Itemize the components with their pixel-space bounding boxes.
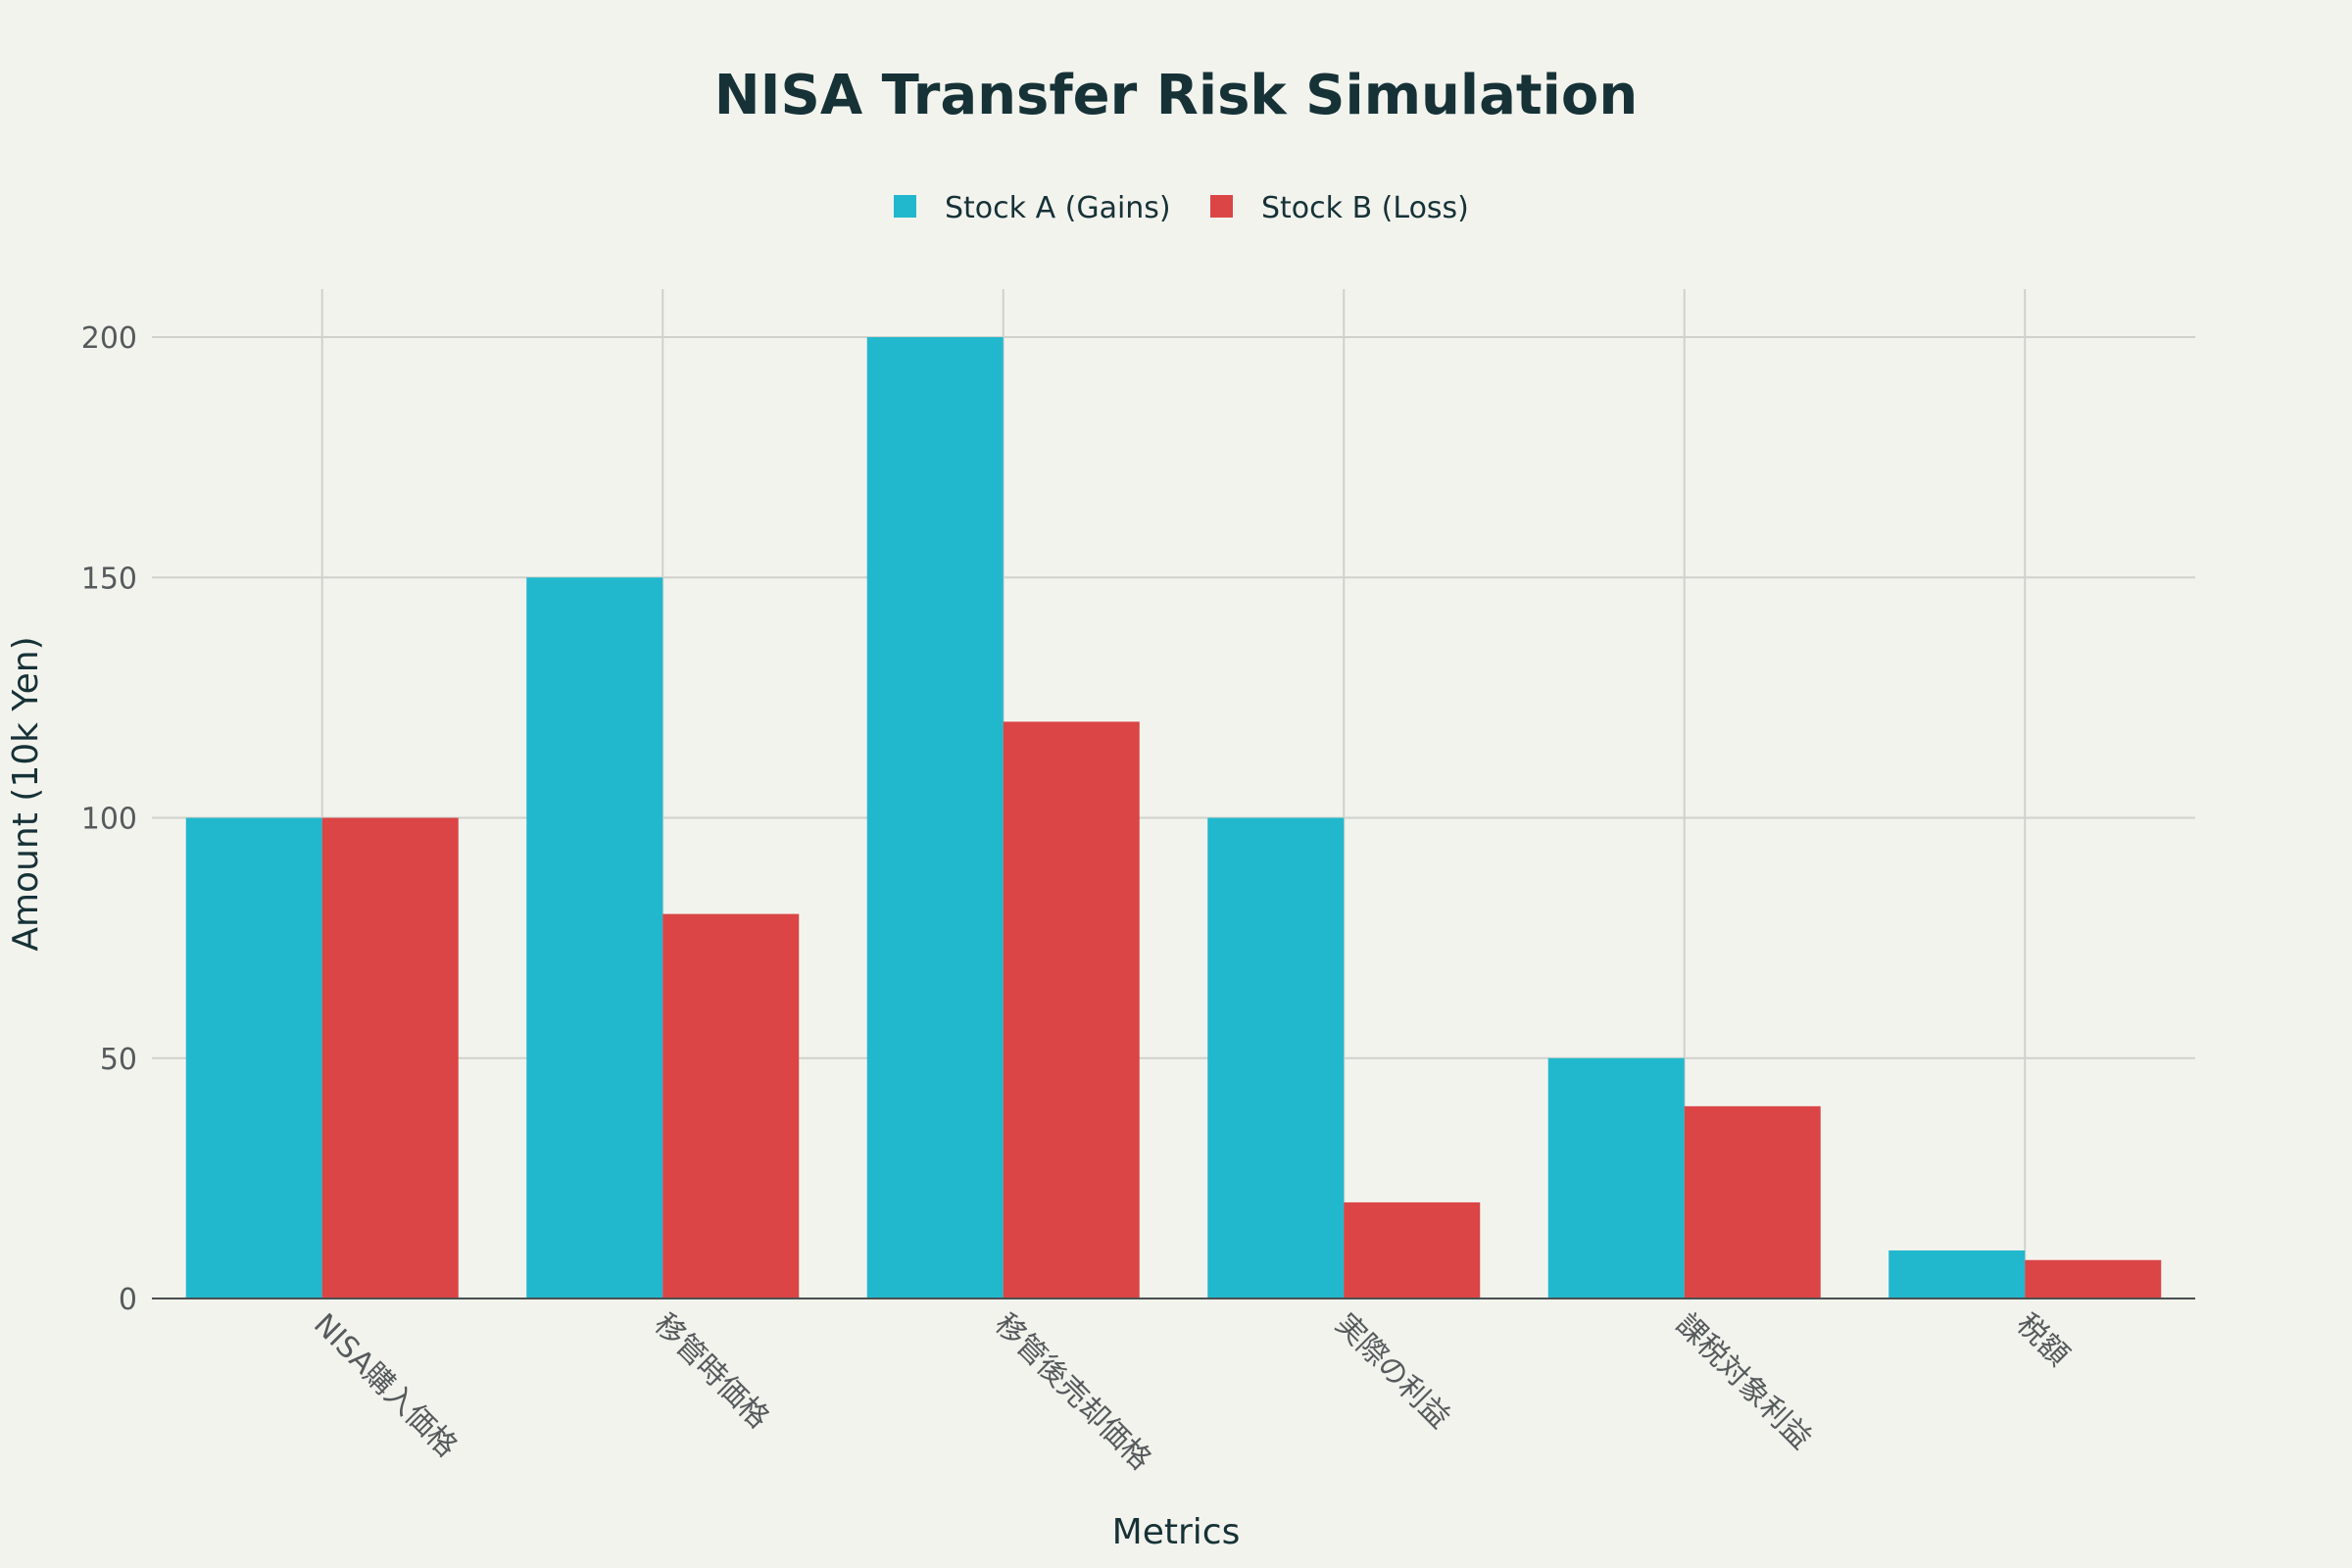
y-tick-label: 0 bbox=[119, 1283, 137, 1317]
bars bbox=[185, 337, 2162, 1298]
bar-stock-a bbox=[1888, 1250, 2026, 1298]
x-tick-label: 移管時価格 bbox=[648, 1307, 776, 1436]
bar-stock-a bbox=[185, 817, 322, 1298]
y-tick-label: 200 bbox=[81, 321, 137, 356]
legend: Stock A (Gains) Stock B (Loss) bbox=[894, 191, 1469, 225]
x-tick-label: 実際の利益 bbox=[1329, 1307, 1457, 1436]
bar-stock-b bbox=[1684, 1105, 1821, 1298]
x-tick-label: 移管後売却価格 bbox=[988, 1307, 1157, 1477]
y-axis-title: Amount (10k Yen) bbox=[6, 636, 46, 951]
bar-stock-a bbox=[1547, 1057, 1685, 1298]
legend-swatch bbox=[894, 195, 916, 218]
x-axis-title: Metrics bbox=[1112, 1512, 1241, 1552]
y-tick-label: 100 bbox=[81, 803, 137, 837]
x-tick-label: 課税対象利益 bbox=[1669, 1307, 1818, 1456]
legend-label: Stock B (Loss) bbox=[1261, 191, 1469, 225]
bar-stock-b bbox=[1003, 721, 1140, 1298]
bar-stock-b bbox=[2025, 1259, 2162, 1298]
bar-stock-b bbox=[321, 817, 459, 1298]
bar-stock-b bbox=[662, 913, 800, 1298]
bar-stock-a bbox=[866, 337, 1004, 1298]
legend-label: Stock A (Gains) bbox=[945, 191, 1171, 225]
bar-stock-a bbox=[526, 577, 663, 1298]
legend-swatch bbox=[1210, 195, 1233, 218]
chart-title: NISA Transfer Risk Simulation bbox=[714, 64, 1638, 127]
x-tick-label: NISA購入価格 bbox=[307, 1307, 464, 1464]
bar-stock-a bbox=[1207, 817, 1345, 1298]
y-tick-label: 50 bbox=[100, 1043, 137, 1077]
bar-stock-b bbox=[1344, 1201, 1481, 1298]
x-tick-label: 税額 bbox=[2010, 1307, 2076, 1373]
y-tick-label: 150 bbox=[81, 562, 137, 596]
